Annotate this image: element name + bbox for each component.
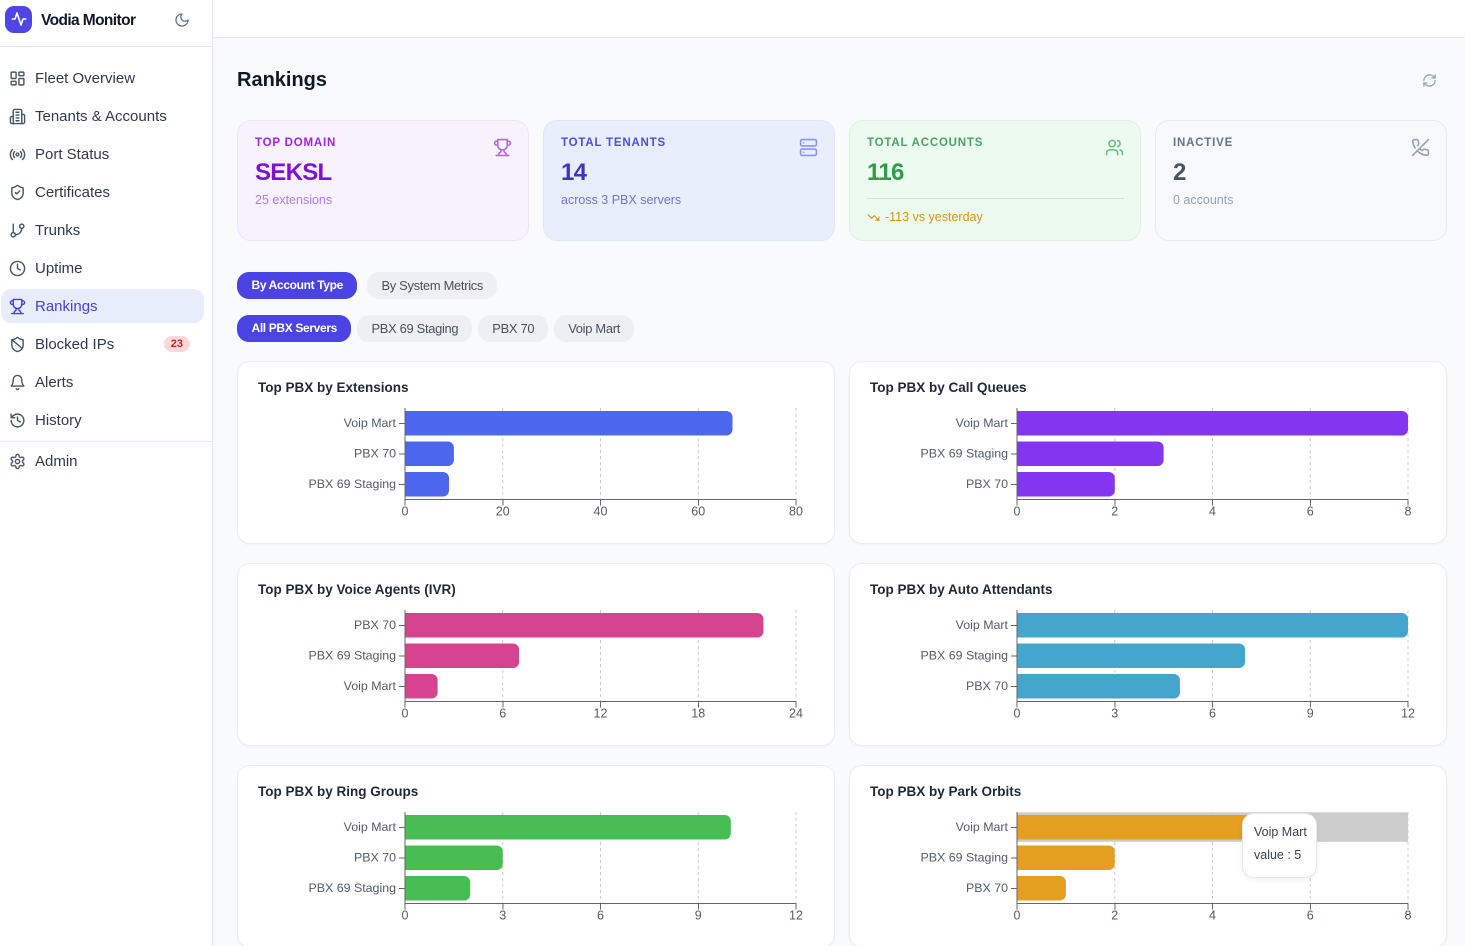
svg-text:PBX 70: PBX 70 (354, 447, 396, 461)
svg-text:0: 0 (402, 707, 409, 721)
svg-text:PBX 70: PBX 70 (966, 679, 1008, 693)
svg-text:2: 2 (1111, 909, 1118, 923)
svg-text:8: 8 (1405, 909, 1412, 923)
svg-text:6: 6 (1307, 909, 1314, 923)
svg-text:40: 40 (594, 505, 608, 519)
svg-text:Voip Mart: Voip Mart (956, 820, 1009, 834)
svg-text:60: 60 (691, 505, 705, 519)
svg-text:Voip Mart: Voip Mart (344, 679, 397, 693)
svg-text:Voip Mart: Voip Mart (344, 416, 397, 430)
svg-text:3: 3 (499, 909, 506, 923)
svg-text:0: 0 (402, 505, 409, 519)
svg-text:6: 6 (1307, 505, 1314, 519)
svg-text:Voip Mart: Voip Mart (344, 820, 397, 834)
svg-text:3: 3 (1111, 707, 1118, 721)
svg-text:9: 9 (1307, 707, 1314, 721)
svg-text:PBX 70: PBX 70 (966, 477, 1008, 491)
svg-text:PBX 70: PBX 70 (966, 881, 1008, 895)
svg-text:18: 18 (691, 707, 705, 721)
svg-text:12: 12 (789, 909, 803, 923)
svg-text:80: 80 (789, 505, 803, 519)
svg-text:0: 0 (1014, 505, 1021, 519)
svg-text:PBX 69 Staging: PBX 69 Staging (309, 649, 397, 663)
svg-text:12: 12 (1401, 707, 1415, 721)
svg-text:6: 6 (597, 909, 604, 923)
svg-text:PBX 69 Staging: PBX 69 Staging (309, 881, 397, 895)
svg-text:Voip Mart: Voip Mart (956, 618, 1009, 632)
svg-text:2: 2 (1111, 505, 1118, 519)
svg-text:4: 4 (1209, 909, 1216, 923)
svg-text:PBX 69 Staging: PBX 69 Staging (309, 477, 397, 491)
svg-text:PBX 69 Staging: PBX 69 Staging (921, 649, 1009, 663)
svg-text:9: 9 (695, 909, 702, 923)
svg-text:0: 0 (1014, 909, 1021, 923)
svg-text:6: 6 (499, 707, 506, 721)
svg-text:20: 20 (496, 505, 510, 519)
svg-text:Voip Mart: Voip Mart (956, 416, 1009, 430)
svg-text:4: 4 (1209, 505, 1216, 519)
svg-text:PBX 70: PBX 70 (354, 618, 396, 632)
svg-text:0: 0 (402, 909, 409, 923)
svg-text:6: 6 (1209, 707, 1216, 721)
svg-text:0: 0 (1014, 707, 1021, 721)
svg-text:24: 24 (789, 707, 803, 721)
svg-text:8: 8 (1405, 505, 1412, 519)
svg-text:PBX 69 Staging: PBX 69 Staging (921, 447, 1009, 461)
svg-text:12: 12 (594, 707, 608, 721)
svg-text:PBX 69 Staging: PBX 69 Staging (921, 851, 1009, 865)
svg-text:PBX 70: PBX 70 (354, 851, 396, 865)
